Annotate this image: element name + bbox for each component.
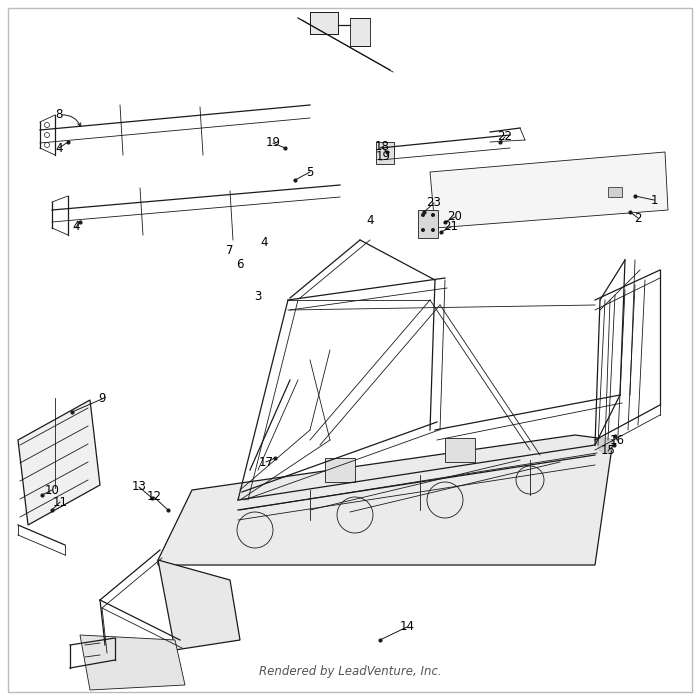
Text: 4: 4 — [260, 237, 267, 249]
Bar — [418, 210, 438, 238]
Circle shape — [421, 228, 425, 232]
Text: 2: 2 — [634, 211, 642, 225]
Text: 7: 7 — [226, 244, 234, 256]
Text: 10: 10 — [45, 484, 60, 496]
FancyBboxPatch shape — [310, 12, 338, 34]
Bar — [608, 187, 622, 197]
Text: 19: 19 — [265, 136, 281, 150]
Text: 5: 5 — [307, 165, 314, 178]
Text: 4: 4 — [55, 141, 63, 155]
Polygon shape — [80, 635, 185, 690]
FancyBboxPatch shape — [350, 18, 370, 46]
FancyBboxPatch shape — [376, 142, 394, 164]
Text: Rendered by LeadVenture, Inc.: Rendered by LeadVenture, Inc. — [258, 666, 442, 678]
Text: 4: 4 — [366, 214, 374, 228]
Polygon shape — [18, 400, 100, 525]
Text: 17: 17 — [258, 456, 274, 468]
Text: 9: 9 — [98, 393, 106, 405]
Text: 12: 12 — [146, 491, 162, 503]
Text: 11: 11 — [52, 496, 67, 508]
Bar — [325, 458, 355, 482]
Text: 18: 18 — [374, 141, 389, 153]
Text: 4: 4 — [72, 220, 80, 234]
Polygon shape — [158, 435, 613, 565]
Circle shape — [597, 437, 613, 453]
Text: 21: 21 — [444, 220, 458, 234]
Bar — [445, 438, 475, 462]
Text: 16: 16 — [610, 433, 624, 447]
Circle shape — [431, 213, 435, 217]
Circle shape — [421, 213, 425, 217]
Text: 23: 23 — [426, 197, 442, 209]
Circle shape — [431, 228, 435, 232]
Text: 1: 1 — [650, 193, 658, 206]
Polygon shape — [430, 152, 668, 228]
Text: 22: 22 — [498, 130, 512, 143]
Text: 8: 8 — [55, 108, 63, 122]
Text: 13: 13 — [132, 480, 146, 494]
Text: 6: 6 — [237, 258, 244, 272]
Text: 19: 19 — [375, 150, 391, 164]
Text: 3: 3 — [254, 290, 262, 304]
Text: 14: 14 — [400, 620, 414, 634]
Text: 15: 15 — [601, 444, 615, 458]
Polygon shape — [158, 560, 240, 650]
Text: 20: 20 — [447, 211, 463, 223]
